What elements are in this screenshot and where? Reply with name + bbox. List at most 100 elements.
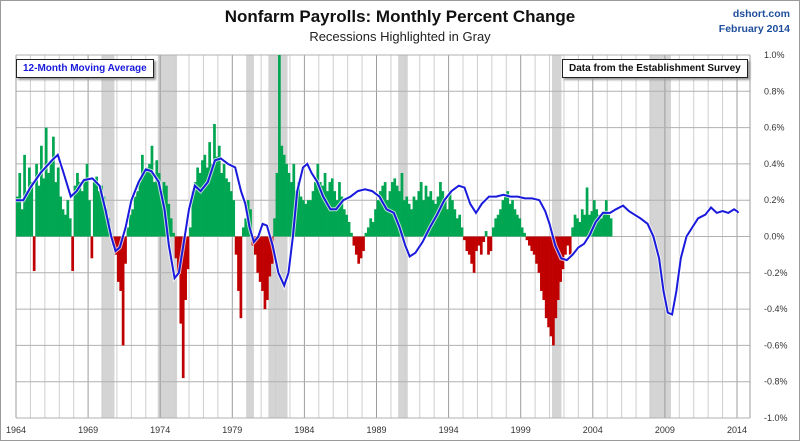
data-bar: [198, 172, 202, 237]
data-bar: [458, 214, 462, 237]
data-bar: [138, 182, 142, 237]
data-bar: [177, 236, 180, 273]
data-bar: [157, 172, 161, 237]
data-bar: [499, 209, 502, 237]
data-bar: [484, 231, 488, 237]
data-bar: [68, 218, 72, 237]
data-bar: [181, 236, 185, 379]
x-axis: 1964 1969 1974 1979 1984 1989 1994 1999 2004 2009…: [6, 425, 747, 435]
moving-average-series: [16, 151, 740, 318]
data-bar: [537, 236, 541, 273]
data-bar: [568, 236, 572, 255]
data-bar: [472, 236, 476, 273]
data-bar: [299, 196, 303, 237]
data-bar: [220, 172, 224, 237]
data-bar: [525, 236, 529, 241]
x-tick-label: 2014: [727, 425, 747, 435]
data-bar: [169, 218, 173, 237]
data-bar: [265, 236, 269, 301]
data-bar: [323, 172, 327, 237]
x-tick-label: 2004: [583, 425, 603, 435]
y-tick-label: -0.2%: [764, 268, 788, 278]
data-bar: [381, 185, 385, 237]
data-bar: [506, 191, 510, 237]
data-bar: [422, 200, 425, 237]
data-bar: [489, 236, 493, 252]
data-bar: [407, 203, 411, 237]
y-tick-label: 0.4%: [764, 159, 785, 169]
data-bar: [460, 227, 464, 237]
data-bar: [131, 209, 135, 237]
data-bar: [52, 136, 55, 237]
data-bar: [487, 236, 490, 255]
data-bar: [64, 214, 67, 237]
data-bar: [515, 214, 519, 237]
data-bar: [42, 178, 46, 237]
data-bar: [76, 172, 79, 237]
data-bar: [309, 200, 312, 237]
data-bar: [609, 218, 613, 237]
data-bar: [268, 236, 272, 277]
data-bar: [463, 236, 466, 241]
data-bar: [448, 191, 452, 237]
data-bar: [326, 191, 329, 237]
x-tick-label: 1964: [6, 425, 26, 435]
data-bar: [287, 172, 291, 237]
data-bar: [153, 182, 156, 237]
gridlines: [15, 54, 751, 419]
data-bar: [179, 236, 183, 324]
data-bar: [285, 163, 288, 237]
data-bar: [554, 236, 558, 319]
data-bar: [388, 191, 392, 237]
data-bar: [30, 182, 34, 237]
source-site: dshort.com: [732, 8, 790, 20]
data-bar: [304, 203, 308, 237]
data-bar: [518, 218, 522, 237]
data-bar: [121, 236, 125, 346]
data-bar: [607, 214, 611, 237]
data-bar: [133, 196, 137, 237]
data-bar: [150, 145, 154, 237]
data-bar: [542, 236, 546, 301]
data-bar: [282, 154, 286, 237]
data-bar: [97, 191, 101, 237]
data-bar: [441, 191, 445, 237]
moving-average-legend: 12-Month Moving Average: [16, 59, 154, 78]
data-bar: [241, 227, 245, 237]
data-bar: [427, 196, 430, 237]
data-bar: [205, 167, 209, 237]
data-bar: [455, 218, 459, 237]
data-bar: [189, 227, 192, 237]
data-bar: [347, 221, 351, 237]
y-tick-label: -0.8%: [764, 377, 788, 387]
data-bar: [520, 227, 524, 237]
data-bar: [364, 232, 368, 237]
data-bar: [419, 182, 423, 237]
data-bar: [400, 172, 404, 237]
data-bar: [237, 236, 240, 291]
x-tick-label: 2009: [655, 425, 675, 435]
data-bar: [71, 236, 74, 271]
data-bar: [398, 191, 401, 237]
data-bar: [386, 200, 389, 237]
data-bar: [174, 236, 178, 259]
data-bar: [390, 182, 394, 237]
y-tick-label: -0.6%: [764, 340, 788, 350]
data-bar: [571, 227, 574, 237]
data-bar: [415, 200, 418, 237]
data-bar: [210, 163, 214, 237]
data-bar: [167, 203, 171, 237]
data-bar: [78, 182, 82, 237]
data-bar: [561, 236, 565, 270]
data-bar: [566, 236, 570, 246]
data-bar: [366, 227, 370, 237]
data-bar: [451, 200, 454, 237]
data-bar: [148, 163, 151, 237]
data-bar: [552, 236, 555, 346]
data-bar: [585, 187, 589, 237]
data-bar: [318, 182, 322, 237]
data-bar: [592, 200, 596, 237]
data-bar: [28, 167, 31, 237]
x-tick-label: 1999: [511, 425, 531, 435]
x-tick-label: 1989: [366, 425, 386, 435]
